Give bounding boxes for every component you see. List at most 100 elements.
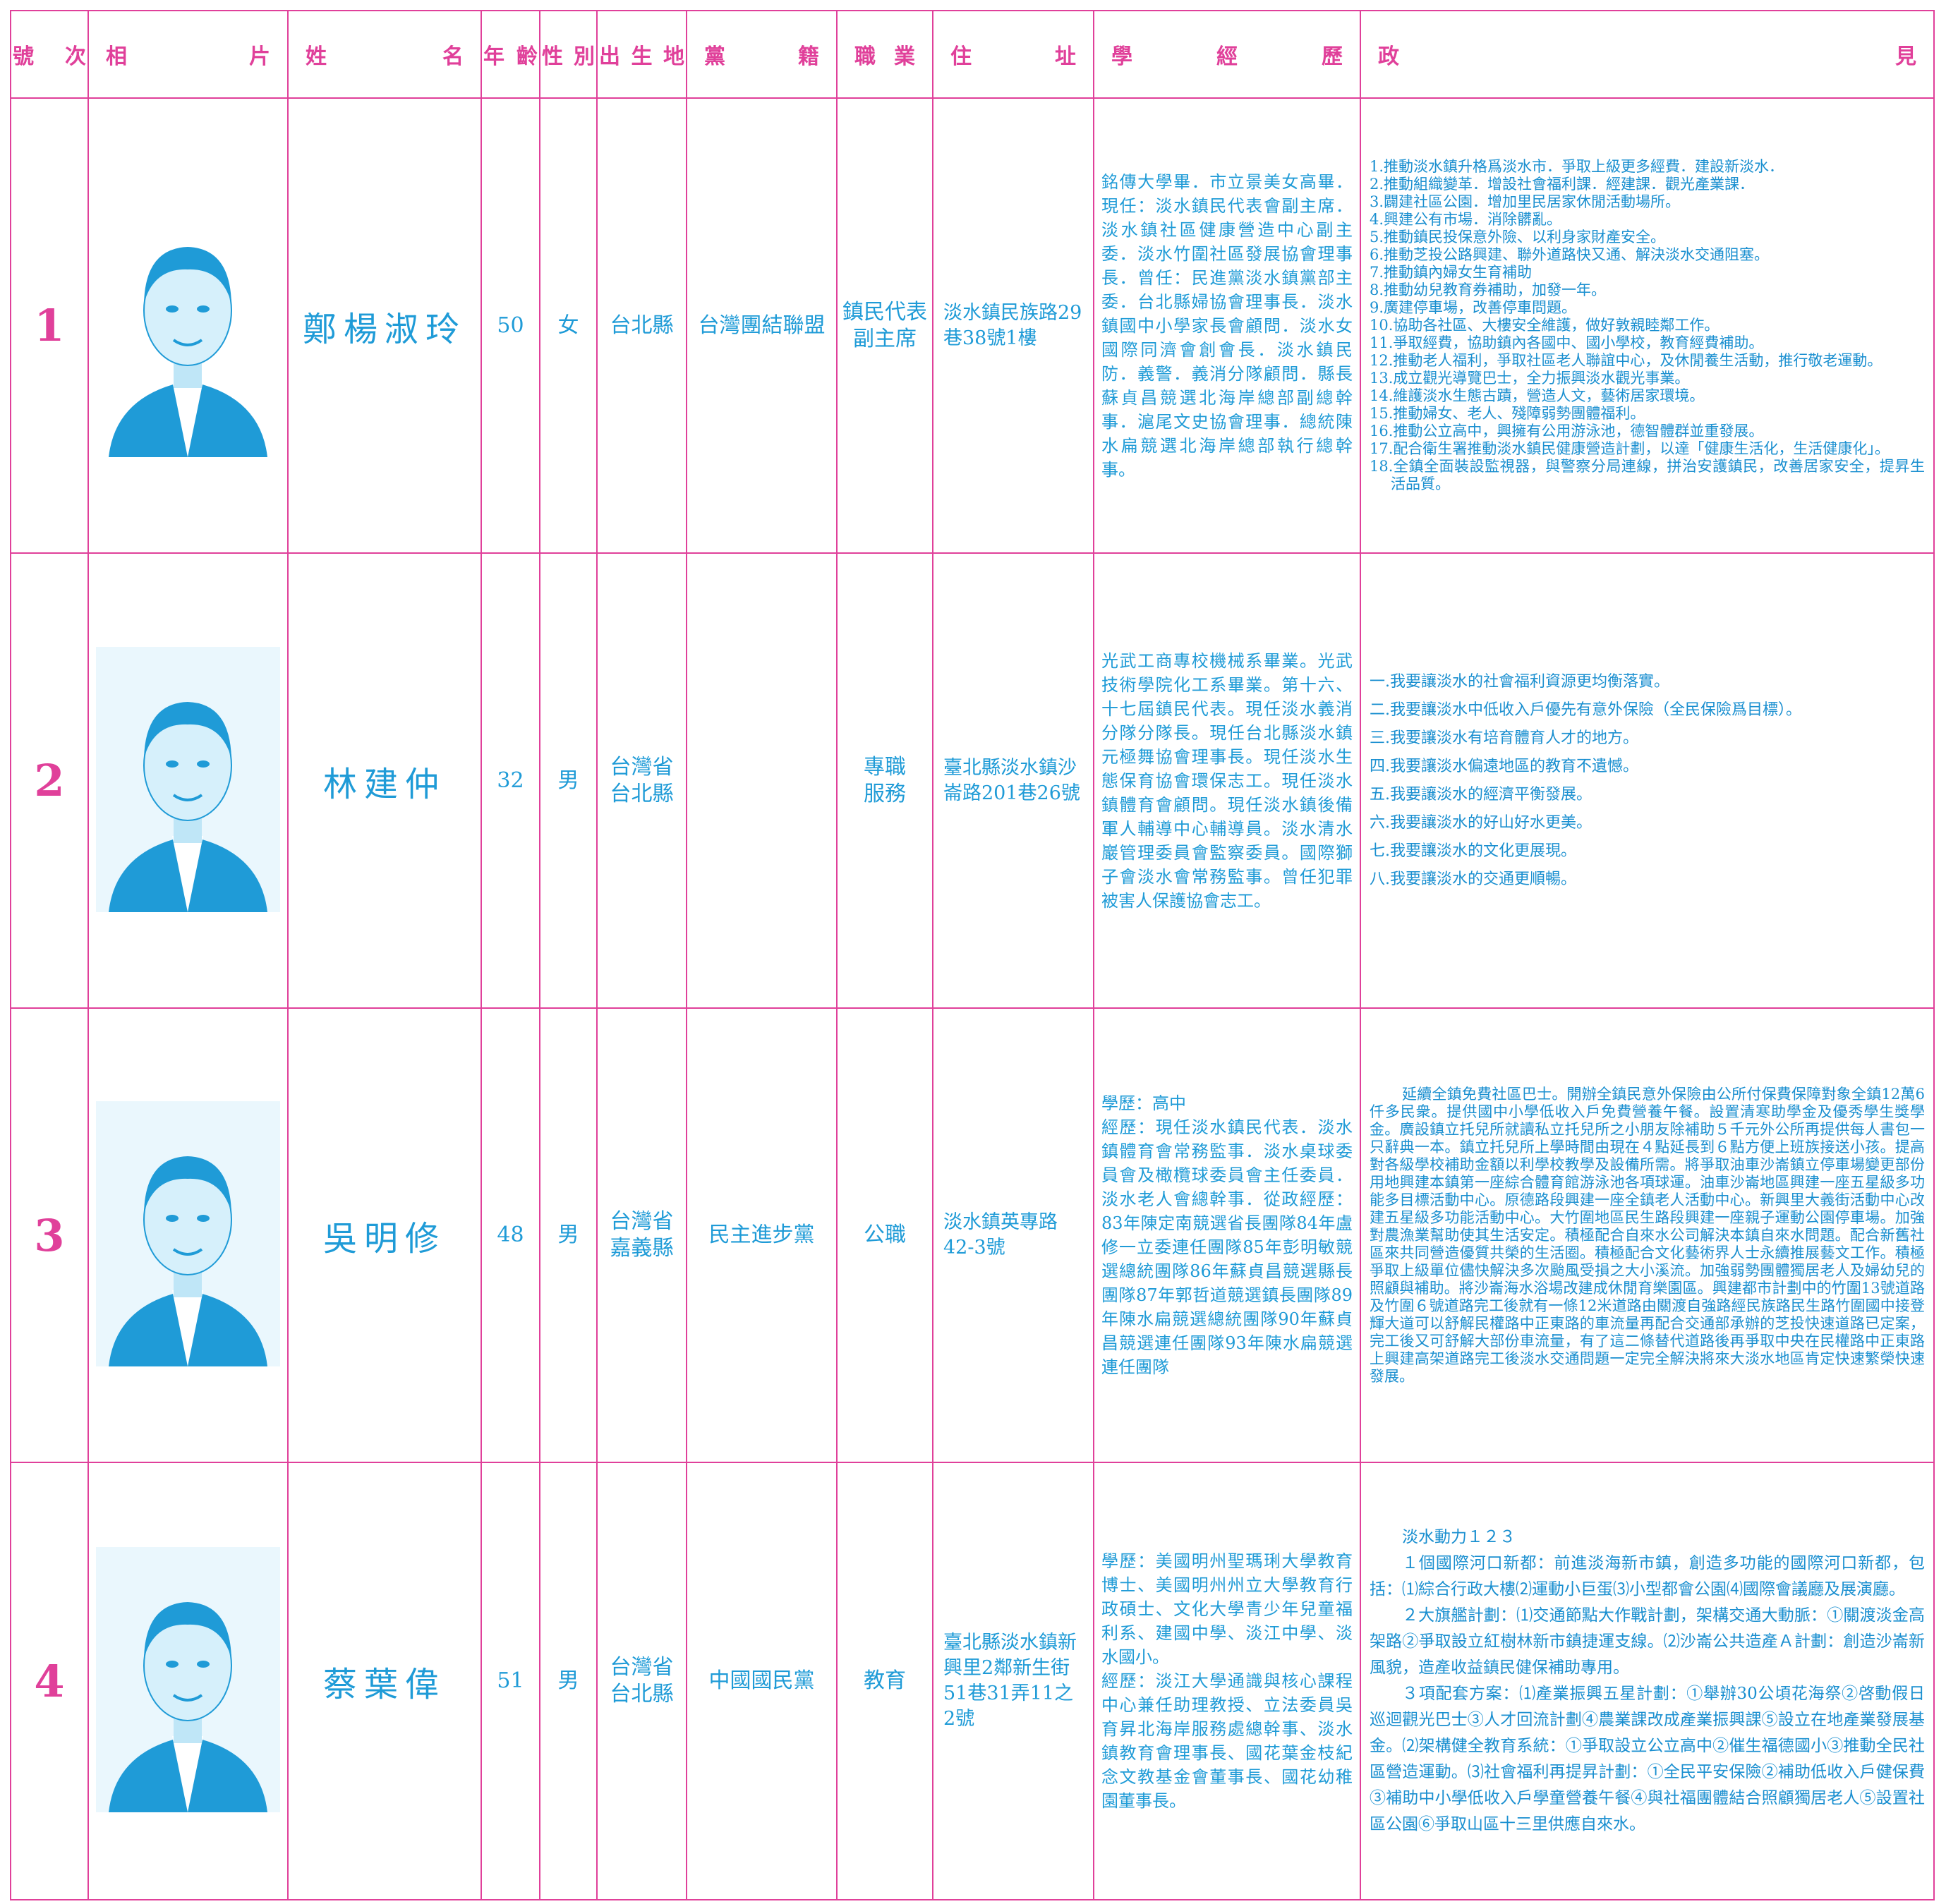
photo-cell	[87, 1462, 289, 1900]
birthplace-cell: 台北縣	[596, 97, 687, 554]
platform-item: 3.闢建社區公園．增加里民居家休閒活動場所。	[1370, 193, 1681, 210]
platform-item: 17.配合衛生署推動淡水鎮民健康營造計劃，以達「健康生活化，生活健康化」。	[1370, 440, 1890, 457]
candidate-photo	[109, 246, 267, 457]
party-cell: 民主進步黨	[686, 1007, 838, 1463]
birthplace: 台北縣	[610, 1682, 674, 1706]
platform-item: ３項配套方案：⑴產業振興五星計劃：①舉辦30公頃花海祭②啓動假日巡迴觀光巴士③人…	[1370, 1685, 1925, 1833]
background-text: 學歷：美國明州聖瑪琍大學教育博士、美國明州州立大學教育行政碩士、文化大學青少年兒…	[1101, 1551, 1353, 1667]
candidate-row: 2 林建仲 32 男台灣省 台北縣 專職 服務 臺北縣淡水鎮沙崙路201巷26號 光武工商專校機…	[10, 552, 1935, 1009]
column-header: 相片	[87, 10, 289, 99]
candidate-gender: 女	[539, 97, 598, 554]
birthplace-cell: 台灣省 台北縣	[596, 552, 687, 1009]
address: 臺北縣淡水鎮沙崙路201巷26號	[932, 552, 1094, 1009]
candidate-age: 48	[481, 1007, 540, 1463]
party-cell: 中國國民黨	[686, 1462, 838, 1900]
platform-item: 6.推動芝投公路興建、聯外道路快又通、解決淡水交通阻塞。	[1370, 246, 1770, 263]
candidate-age: 50	[481, 97, 540, 554]
column-header-text: 住址	[950, 44, 1076, 69]
platform-item: 一.我要讓淡水的社會福利資源更均衡落實。	[1370, 672, 1669, 691]
column-header: 政見	[1360, 10, 1935, 99]
birthplace: 台北縣	[610, 313, 674, 338]
column-header-text: 號次	[13, 44, 86, 69]
candidate-name: 鄭楊淑玲	[287, 97, 482, 554]
column-header-text: 黨籍	[704, 44, 819, 69]
column-header: 號次	[10, 10, 89, 99]
address: 臺北縣淡水鎮新興里2鄰新生街51巷31弄11之2號	[932, 1462, 1094, 1900]
party-cell	[686, 552, 838, 1009]
occupation-cell: 專職 服務	[836, 552, 933, 1009]
candidate-photo	[96, 1547, 280, 1812]
platform-item: 淡水動力１２３	[1402, 1528, 1516, 1546]
background-cell: 學歷：高中 經歷：現任淡水鎮民代表．淡水鎮體育會常務監事．淡水桌球委員會及橄欖球委…	[1093, 1007, 1361, 1463]
party: 中國國民黨	[708, 1668, 815, 1693]
background-cell: 銘傳大學畢．市立景美女高畢．現任：淡水鎮民代表會副主席．淡水鎮社區健康營造中心副…	[1093, 97, 1361, 554]
birthplace: 台灣省	[610, 1655, 674, 1680]
platform-item: 4.興建公有市場．消除髒亂。	[1370, 211, 1562, 228]
platform-item: 8.推動幼兒教育券補助，加發一年。	[1370, 281, 1607, 298]
platform-cell: 延續全鎮免費社區巴士。開辦全鎮民意外保險由公所付保費保障對象全鎮12萬6仟多民衆…	[1360, 1007, 1935, 1463]
birthplace: 台灣省	[610, 754, 674, 780]
background-text: 銘傳大學畢．市立景美女高畢．現任：淡水鎮民代表會副主席．淡水鎮社區健康營造中心副…	[1101, 171, 1353, 480]
platform-item: 三.我要讓淡水有培育體育人才的地方。	[1370, 729, 1638, 747]
photo-cell	[87, 1007, 289, 1463]
party-cell: 台灣團結聯盟	[686, 97, 838, 554]
candidate-gender: 男	[539, 552, 598, 1009]
platform-item: 五.我要讓淡水的經濟平衡發展。	[1370, 785, 1592, 804]
candidate-number: 1	[10, 97, 89, 554]
column-header: 黨籍	[686, 10, 838, 99]
column-header-text: 職業	[854, 44, 915, 69]
platform-item: 12.推動老人福利，爭取社區老人聯誼中心，及休閒養生活動，推行敬老運動。	[1370, 352, 1882, 369]
platform-item: 2.推動組織變革．增設社會福利課．經建課．觀光產業課．	[1370, 176, 1755, 193]
birthplace-cell: 台灣省 嘉義縣	[596, 1007, 687, 1463]
occupation: 鎮民代表	[842, 299, 927, 325]
column-header: 姓名	[287, 10, 482, 99]
party: 民主進步黨	[708, 1223, 815, 1247]
platform-item: 5.推動鎮民投保意外險、以利身家財產安全。	[1370, 229, 1666, 245]
column-header: 性別	[539, 10, 598, 99]
candidate-row: 4 蔡葉偉 51 男台灣省 台北縣 中國國民黨 教育 臺北縣淡水鎮新興里2鄰新生街51巷31弄…	[10, 1462, 1935, 1900]
column-header: 出生地	[596, 10, 687, 99]
address: 淡水鎮英專路42-3號	[932, 1007, 1094, 1463]
column-header-text: 政見	[1378, 44, 1916, 69]
photo-cell	[87, 97, 289, 554]
birthplace: 台灣省	[610, 1209, 674, 1234]
candidate-row: 1 鄭楊淑玲 50 女台北縣 台灣團結聯盟 鎮民代表 副主席 淡水鎮民族路29巷38號1樓 銘傳…	[10, 97, 1935, 554]
candidate-number: 3	[10, 1007, 89, 1463]
column-header-text: 出生地	[599, 44, 684, 69]
column-header: 職業	[836, 10, 933, 99]
platform-item: 二.我要讓淡水中低收入戶優先有意外保險（全民保險爲目標）。	[1370, 701, 1801, 719]
background-text: 經歷：淡江大學通識與核心課程中心兼任助理教授、立法委員吳育昇北海岸服務處總幹事、…	[1101, 1671, 1353, 1811]
platform-item: 11.爭取經費，協助鎮內各國中、國小學校，教育經費補助。	[1370, 334, 1764, 351]
occupation: 服務	[864, 781, 906, 806]
platform-item: ２大旗艦計劃：⑴交通節點大作戰計劃，架構交通大動脈：①關渡淡金高架路②爭取設立紅…	[1370, 1606, 1925, 1677]
occupation-cell: 教育	[836, 1462, 933, 1900]
platform-item: 13.成立觀光導覽巴士，全力振興淡水觀光事業。	[1370, 370, 1690, 387]
candidate-age: 32	[481, 552, 540, 1009]
platform-item: 18.全鎮全面裝設監視器，與警察分局連線，拼治安護鎮民，改善居家安全，提昇生活品…	[1370, 458, 1925, 492]
platform-cell: 淡水動力１２３ １個國際河口新都：前進淡海新市鎮，創造多功能的國際河口新都，包括：…	[1360, 1462, 1935, 1900]
candidate-name: 吳明修	[287, 1007, 482, 1463]
background-cell: 光武工商專校機械系畢業。光武技術學院化工系畢業。第十六、十七屆鎮民代表。現任淡水…	[1093, 552, 1361, 1009]
candidate-table: 號次 相片 姓名 年齡 性別 出生地 黨籍 職業 住址 學經歷 政見 1 鄭楊淑玲 50 女台北縣 台灣團結…	[10, 10, 1935, 1900]
column-header-text: 學經歷	[1111, 44, 1343, 69]
platform-item: 9.廣建停車場，改善停車問題。	[1370, 299, 1577, 316]
column-header: 學經歷	[1093, 10, 1361, 99]
birthplace: 台北縣	[610, 781, 674, 806]
birthplace-cell: 台灣省 台北縣	[596, 1462, 687, 1900]
column-header: 住址	[932, 10, 1094, 99]
background-text: 學歷：高中	[1101, 1093, 1186, 1113]
candidate-age: 51	[481, 1462, 540, 1900]
candidate-gender: 男	[539, 1462, 598, 1900]
address: 淡水鎮民族路29巷38號1樓	[932, 97, 1094, 554]
photo-cell	[87, 552, 289, 1009]
candidate-name: 林建仲	[287, 552, 482, 1009]
platform-item: 10.協助各社區、大樓安全維護，做好敦親睦鄰工作。	[1370, 317, 1720, 334]
platform-item: 16.推動公立高中，興擁有公用游泳池，德智體群並重發展。	[1370, 423, 1764, 439]
platform-item: 延續全鎮免費社區巴士。開辦全鎮民意外保險由公所付保費保障對象全鎮12萬6仟多民衆…	[1370, 1085, 1925, 1385]
platform-item: 14.維護淡水生態古蹟，營造人文，藝術居家環境。	[1370, 387, 1705, 404]
occupation: 副主席	[853, 326, 917, 351]
background-cell: 學歷：美國明州聖瑪琍大學教育博士、美國明州州立大學教育行政碩士、文化大學青少年兒…	[1093, 1462, 1361, 1900]
column-header-text: 年齡	[483, 44, 538, 69]
background-text: 光武工商專校機械系畢業。光武技術學院化工系畢業。第十六、十七屆鎮民代表。現任淡水…	[1101, 650, 1353, 911]
